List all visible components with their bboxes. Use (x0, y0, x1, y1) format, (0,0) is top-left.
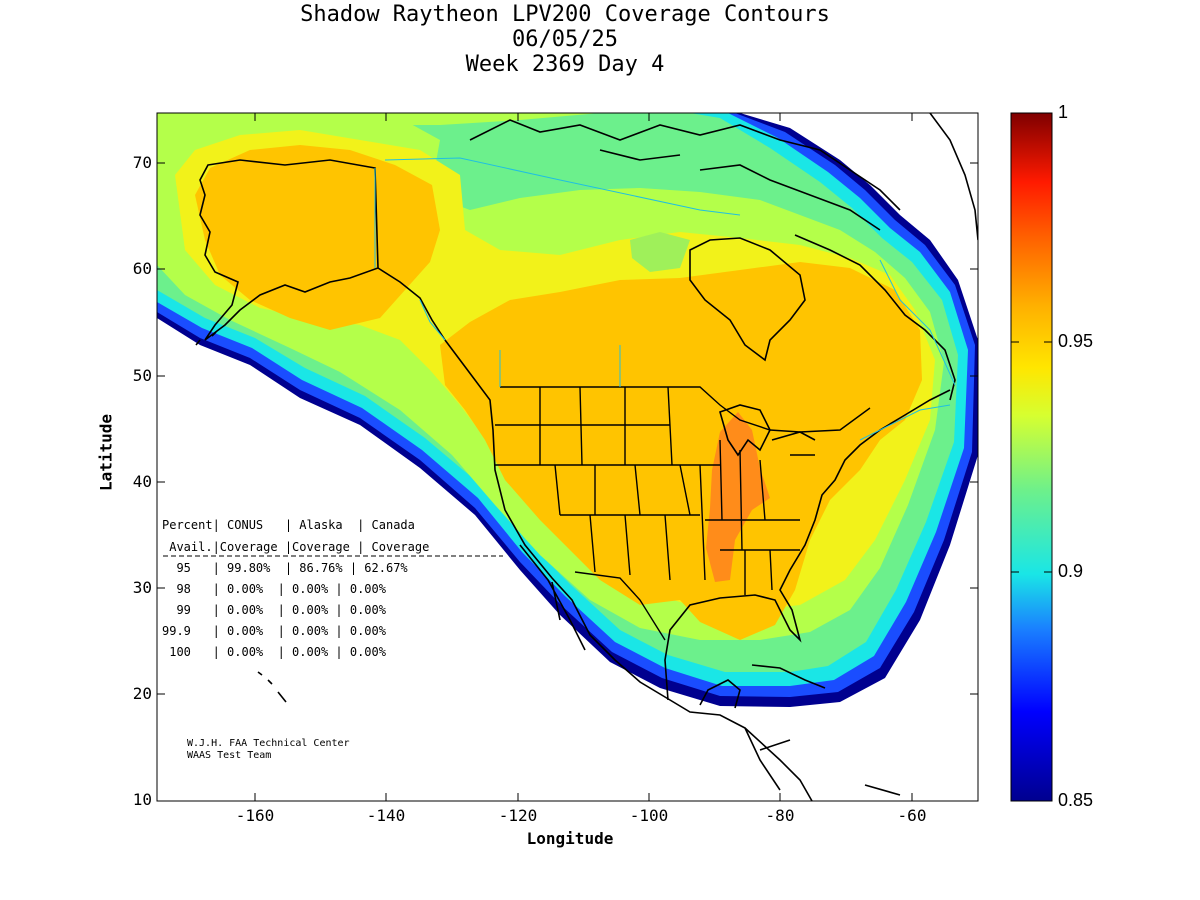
chart-title: Shadow Raytheon LPV200 Coverage Contours (300, 2, 830, 27)
pacific-coast (444, 339, 781, 791)
table-row: 95 | 99.80% | 86.76% | 62.67% (162, 561, 408, 575)
y-tick-label: 20 (132, 684, 152, 703)
y-tick-label: 50 (132, 366, 152, 385)
aleutians (195, 331, 217, 346)
political-borders (374, 157, 956, 641)
colorbar (1010, 112, 1053, 802)
y-tick-label: 10 (132, 790, 152, 809)
y-tick-label: 40 (132, 472, 152, 491)
us-canada-border (500, 386, 871, 433)
labrador (794, 234, 956, 401)
table-row: 98 | 0.00% | 0.00% | 0.00% (162, 582, 386, 596)
colorbar-tick-label: 0.85 (1058, 790, 1094, 810)
coverage-contours (157, 113, 978, 707)
y-tick-label: 70 (132, 153, 152, 172)
x-tick-label: -160 (235, 806, 275, 825)
x-tick-label: -80 (765, 806, 795, 825)
chart-week-day: Week 2369 Day 4 (465, 52, 665, 77)
credit-line-1: W.J.H. FAA Technical Center (187, 738, 350, 749)
us-mexico-border (574, 571, 666, 641)
hawaii (257, 671, 287, 703)
table-row: 99.9 | 0.00% | 0.00% | 0.00% (162, 624, 386, 638)
table-header-2: Avail.|Coverage |Coverage | Coverage (162, 540, 430, 554)
greenland (929, 113, 978, 241)
alaska-coast (199, 159, 379, 341)
table-row: 100 | 0.00% | 0.00% | 0.00% (162, 645, 386, 659)
baja (519, 544, 586, 651)
state-lines (495, 386, 800, 595)
axis-ticks (157, 113, 978, 801)
contour-canada-green (630, 232, 690, 272)
colorbar-tick-label: 0.95 (1058, 331, 1094, 351)
central-america (744, 727, 901, 801)
colorbar-ticks (1011, 341, 1052, 573)
contour-gold-main (440, 262, 922, 640)
y-axis-label: Latitude (96, 413, 116, 492)
canada-provinces (374, 157, 956, 441)
table-header-1: Percent| CONUS | Alaska | Canada (162, 518, 415, 532)
plot-frame (156, 112, 979, 802)
y-tick-label: 30 (132, 578, 152, 597)
x-tick-label: -60 (897, 806, 927, 825)
x-tick-label: -100 (629, 806, 669, 825)
table-row: 99 | 0.00% | 0.00% | 0.00% (162, 603, 386, 617)
alaska-panhandle (377, 267, 446, 341)
contour-gold-alaska (195, 145, 440, 330)
x-tick-label: -120 (498, 806, 538, 825)
x-axis-label: Longitude (526, 829, 614, 848)
coastlines (195, 113, 978, 801)
credit-line-2: WAAS Test Team (187, 750, 272, 761)
contour-orange (706, 412, 770, 582)
colorbar-tick-label: 1 (1058, 102, 1069, 122)
gulf-coast (664, 389, 951, 701)
arctic-islands (469, 119, 901, 231)
chart-date: 06/05/25 (512, 27, 618, 52)
x-tick-label: -140 (366, 806, 406, 825)
cuba (751, 664, 826, 689)
yucatan (699, 679, 741, 709)
colorbar-tick-label: 0.9 (1058, 561, 1084, 581)
y-tick-label: 60 (132, 259, 152, 278)
hudson-bay (689, 237, 806, 362)
